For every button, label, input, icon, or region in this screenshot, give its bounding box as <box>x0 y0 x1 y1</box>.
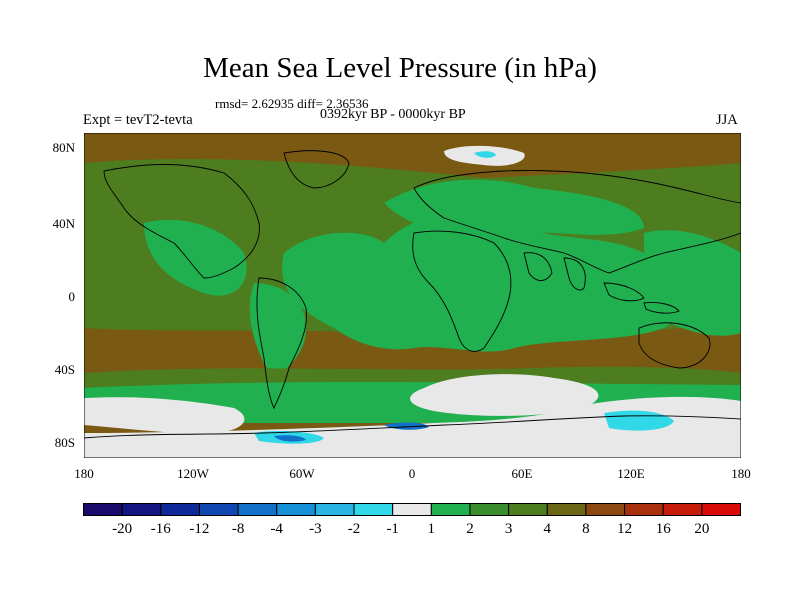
colorbar-label: -3 <box>309 521 322 537</box>
colorbar-label: -16 <box>150 521 171 537</box>
colorbar-box <box>237 503 278 516</box>
coastline <box>523 252 553 281</box>
coastline <box>283 150 350 189</box>
lon-label: 120W <box>177 466 209 481</box>
coastlines <box>84 150 741 439</box>
coastline <box>103 164 260 279</box>
colorbar-label: 2 <box>466 521 474 537</box>
lon-label: 0 <box>408 466 416 481</box>
colorbar-box <box>430 503 471 516</box>
coastline <box>412 230 512 352</box>
lat-label: 40S <box>54 362 75 377</box>
green-region-north <box>384 179 644 235</box>
colorbar-box <box>469 503 510 516</box>
coastline <box>256 277 307 410</box>
colorbar-label: 1 <box>427 521 436 537</box>
colorbar <box>83 503 741 516</box>
lon-label: 120E <box>617 466 645 481</box>
blue-antarctic-central <box>384 422 429 430</box>
coastline <box>84 415 741 439</box>
colorbar-label: 3 <box>504 521 513 537</box>
coastline <box>563 257 586 291</box>
coastline <box>603 282 645 302</box>
map-title: Mean Sea Level Pressure (in hPa) <box>203 52 597 84</box>
colorbar-label: 20 <box>694 521 710 537</box>
lat-label: 80N <box>52 140 75 155</box>
colorbar-box <box>198 503 239 516</box>
lat-label: 0 <box>68 289 76 304</box>
colorbar-label: 12 <box>617 521 633 537</box>
colorbar-box <box>624 503 664 516</box>
colorbar-box <box>701 503 741 516</box>
colorbar-label: -12 <box>189 521 210 537</box>
lat-label: 40N <box>52 216 75 231</box>
green-region-africa-atlantic <box>282 212 686 352</box>
coastline <box>643 302 680 314</box>
colorbar-box <box>585 503 626 516</box>
pressure-regions <box>84 145 741 458</box>
colorbar-label: 8 <box>582 521 590 537</box>
colorbar-box <box>662 503 703 516</box>
colorbar-label: 4 <box>543 521 552 537</box>
lon-label: 60W <box>289 466 315 481</box>
colorbar-label: -1 <box>386 521 399 537</box>
green-region-america <box>144 219 247 296</box>
lon-label: 180 <box>74 466 94 481</box>
green-region-south-america <box>249 283 306 373</box>
lon-label: 60E <box>511 466 533 481</box>
colorbar-box <box>353 503 394 516</box>
pressure-map <box>84 133 741 458</box>
period-label: 0392kyr BP - 0000kyr BP <box>320 107 466 122</box>
coastline <box>638 322 711 369</box>
colorbar-box <box>546 503 587 516</box>
stats-line: rmsd= 2.62935 diff= 2.36536 <box>215 96 369 111</box>
colorbar-box <box>508 503 548 516</box>
coastline <box>413 170 741 274</box>
colorbar-box <box>314 503 355 516</box>
colorbar-box <box>392 503 432 516</box>
colorbar-label: -2 <box>347 521 361 537</box>
colorbar-box <box>276 503 316 516</box>
colorbar-box <box>121 503 162 516</box>
white-south-2 <box>410 374 599 416</box>
experiment-label: Expt = tevT2-tevta <box>83 112 193 128</box>
lat-label: 80S <box>54 435 75 450</box>
colorbar-label: -8 <box>231 521 245 537</box>
colorbar-label: 16 <box>655 521 671 537</box>
green-region-east <box>644 230 741 336</box>
cyan-arctic <box>474 151 496 158</box>
colorbar-box <box>160 503 200 516</box>
colorbar-label: -20 <box>112 521 133 537</box>
colorbar-box <box>83 503 123 516</box>
season-label: JJA <box>716 112 738 128</box>
colorbar-label: -4 <box>270 521 283 537</box>
lon-label: 180 <box>731 466 751 481</box>
blue-antarctic-west <box>274 435 306 442</box>
white-south-1 <box>84 397 245 434</box>
